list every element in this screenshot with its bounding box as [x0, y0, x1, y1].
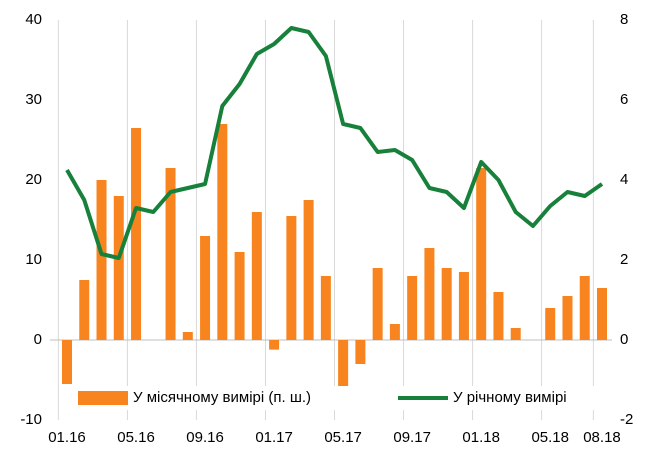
bar — [165, 168, 176, 340]
y-tick-label: 40 — [25, 11, 42, 28]
legend-swatch — [78, 391, 128, 405]
y2-tick-label: 2 — [620, 251, 628, 268]
bar — [458, 272, 469, 340]
bar — [372, 268, 383, 340]
bar — [579, 276, 590, 340]
x-tick-label: 05.17 — [324, 429, 362, 446]
y-tick-label: -10 — [20, 411, 42, 428]
bar — [562, 296, 573, 340]
y2-tick-label: 4 — [620, 171, 628, 188]
bar — [407, 276, 418, 340]
x-tick-label: 01.16 — [48, 429, 86, 446]
x-tick-label: 09.16 — [186, 429, 224, 446]
bar — [269, 340, 280, 350]
bar — [389, 324, 400, 340]
legend-label: У річному вимірі — [453, 389, 567, 406]
y2-tick-label: 0 — [620, 331, 628, 348]
bar — [320, 276, 331, 340]
y2-tick-label: 6 — [620, 91, 628, 108]
x-tick-label: 01.18 — [462, 429, 500, 446]
bar — [131, 128, 142, 340]
bar — [355, 340, 366, 364]
y2-tick-label: -2 — [620, 411, 633, 428]
bar — [79, 280, 90, 340]
bar — [200, 236, 211, 340]
bar — [441, 268, 452, 340]
x-tick-label: 08.18 — [583, 429, 621, 446]
y-tick-label: 10 — [25, 251, 42, 268]
bar — [424, 248, 435, 340]
bar — [476, 168, 487, 340]
y2-tick-label: 8 — [620, 11, 628, 28]
bar — [251, 212, 262, 340]
x-tick-label: 09.17 — [393, 429, 431, 446]
bar — [286, 216, 297, 340]
bar — [182, 332, 193, 340]
x-tick-label: 01.17 — [255, 429, 293, 446]
bar — [545, 308, 556, 340]
legend-label: У місячному вимірі (п. ш.) — [133, 389, 311, 406]
bar — [234, 252, 245, 340]
bar — [493, 292, 504, 340]
bar — [217, 124, 228, 340]
y-tick-label: 30 — [25, 91, 42, 108]
bar — [96, 180, 107, 340]
x-tick-label: 05.18 — [531, 429, 569, 446]
line — [65, 26, 604, 260]
bar — [510, 328, 521, 340]
y-tick-label: 0 — [34, 331, 42, 348]
bar — [597, 288, 607, 340]
y-tick-label: 20 — [25, 171, 42, 188]
x-tick-label: 05.16 — [117, 429, 155, 446]
bar — [303, 200, 314, 340]
bar — [338, 340, 349, 392]
bar — [113, 196, 124, 340]
bar — [62, 340, 72, 384]
